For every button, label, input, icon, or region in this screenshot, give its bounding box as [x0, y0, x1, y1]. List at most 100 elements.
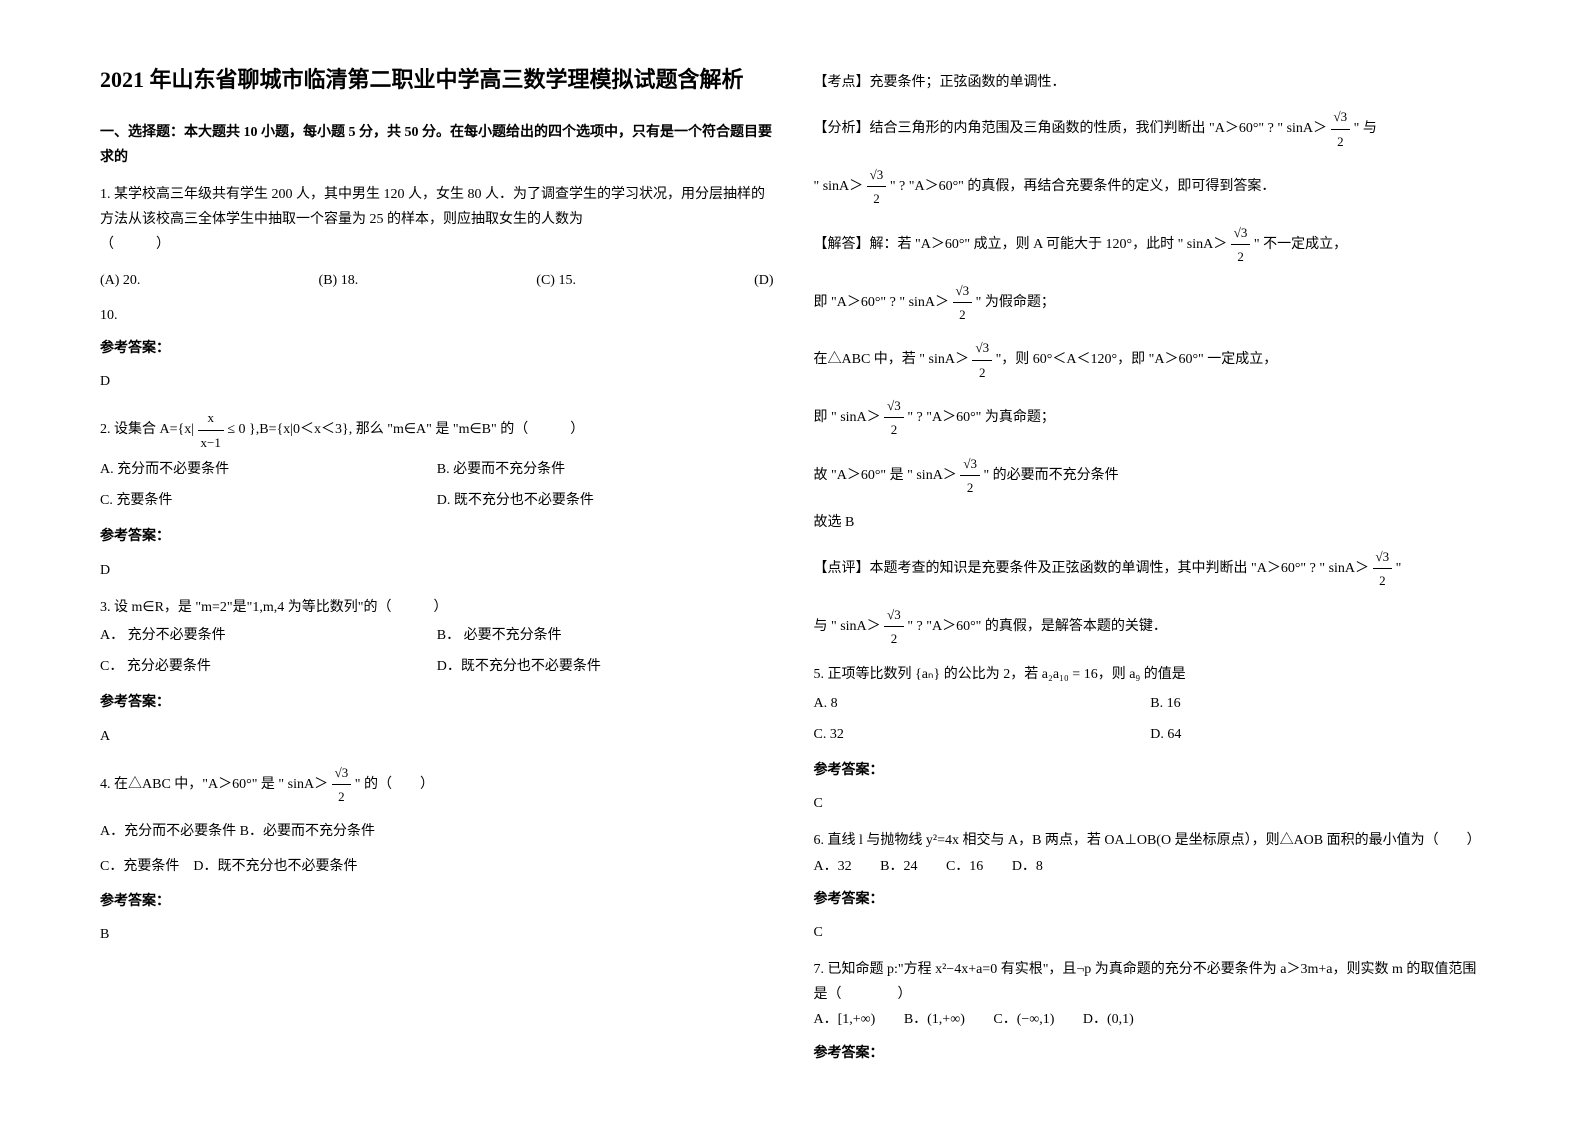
- q6-text: 6. 直线 l 与抛物线 y²=4x 相交与 A，B 两点，若 OA⊥OB(O …: [814, 828, 1488, 853]
- q1-paren: （ ）: [100, 232, 774, 257]
- q1-optB: (B) 18.: [319, 268, 359, 293]
- question-5: 5. 正项等比数列 {aₙ} 的公比为 2，若 a₂a₁₀ = 16，则 a₉ …: [814, 662, 1488, 816]
- l4-post: " 的必要而不充分条件: [983, 468, 1118, 483]
- fenxi: 【分析】结合三角形的内角范围及三角函数的性质，我们判断出 "A＞60°" ? "…: [814, 105, 1488, 153]
- line1: 即 "A＞60°" ? " sinA＞ √3 2 " 为假命题；: [814, 279, 1488, 327]
- section-header: 一、选择题：本大题共 10 小题，每小题 5 分，共 50 分。在每小题给出的四…: [100, 120, 774, 170]
- l3-pre: 即 " sinA＞: [814, 410, 881, 425]
- q5-optB: B. 16: [1150, 691, 1487, 716]
- q4-pre: 4. 在△ABC 中，"A＞60°" 是 " sinA＞: [100, 777, 328, 792]
- q5-options: A. 8 B. 16 C. 32 D. 64: [814, 688, 1488, 750]
- jd-pre: 【解答】解：若 "A＞60°" 成立，则 A 可能大于 120°，此时 " si…: [814, 237, 1228, 252]
- q7-optC: C．(−∞,1): [993, 1012, 1054, 1027]
- q1-ans: D: [100, 369, 774, 394]
- frac-num: √3: [1331, 105, 1351, 129]
- q4-frac: √3 2: [332, 761, 352, 809]
- frac-den: 2: [332, 785, 352, 808]
- question-4: 4. 在△ABC 中，"A＞60°" 是 " sinA＞ √3 2 " 的（ ）…: [100, 761, 774, 948]
- frac-den: x−1: [198, 431, 224, 454]
- frac-num: √3: [1373, 545, 1393, 569]
- dp-frac: √3 2: [1373, 545, 1393, 593]
- q3-ans-label: 参考答案：: [100, 690, 774, 715]
- l1-pre: 即 "A＞60°" ? " sinA＞: [814, 295, 950, 310]
- q6-optA: A．32: [814, 859, 852, 874]
- q5-optD: D. 64: [1150, 722, 1487, 747]
- q7-optD: D．(0,1): [1083, 1012, 1134, 1027]
- q7-text: 7. 已知命题 p:"方程 x²−4x+a=0 有实根"，且¬p 为真命题的充分…: [814, 957, 1488, 1007]
- frac-den: 2: [884, 627, 904, 650]
- q5-ans: C: [814, 791, 1488, 816]
- frac-den: 2: [884, 418, 904, 441]
- dp2-frac: √3 2: [884, 603, 904, 651]
- left-column: 2021 年山东省聊城市临清第二职业中学高三数学理模拟试题含解析 一、选择题：本…: [80, 60, 794, 1062]
- fx2-post: " ? "A＞60°" 的真假，再结合充要条件的定义，即可得到答案．: [890, 179, 1276, 194]
- frac-num: √3: [332, 761, 352, 785]
- l2-frac: √3 2: [972, 336, 992, 384]
- l1-post: " 为假命题；: [976, 295, 1055, 310]
- q5-text: 5. 正项等比数列 {aₙ} 的公比为 2，若 a₂a₁₀ = 16，则 a₉ …: [814, 662, 1488, 687]
- frac-num: √3: [953, 279, 973, 303]
- q1-optD2: 10.: [100, 303, 774, 328]
- q2-mid: ≤ 0 },B={x|0＜x＜3}, 那么 "m∈A" 是 "m∈B" 的（ ）: [227, 422, 584, 437]
- frac-den: 2: [953, 303, 973, 326]
- frac-den: 2: [1373, 569, 1393, 592]
- question-3: 3. 设 m∈R，是 "m=2"是"1,m,4 为等比数列"的（ ） A． 充分…: [100, 595, 774, 749]
- q2-optB: B. 必要而不充分条件: [437, 457, 774, 482]
- fx-frac: √3 2: [1331, 105, 1351, 153]
- dp-pre: 【点评】本题考查的知识是充要条件及正弦函数的单调性，其中判断出 "A＞60°" …: [814, 561, 1370, 576]
- q4-ans-label: 参考答案：: [100, 889, 774, 914]
- frac-num: √3: [884, 603, 904, 627]
- q6-optB: B．24: [880, 859, 917, 874]
- l3-post: " ? "A＞60°" 为真命题；: [907, 410, 1055, 425]
- q2-optD: D. 既不充分也不必要条件: [437, 488, 774, 513]
- fx-post: " 与: [1354, 121, 1377, 136]
- frac-num: √3: [960, 452, 980, 476]
- q7-optB: B．(1,+∞): [904, 1012, 965, 1027]
- fx2-frac: √3 2: [867, 163, 887, 211]
- frac-num: √3: [1231, 221, 1251, 245]
- q2-ans-label: 参考答案：: [100, 524, 774, 549]
- fx2-pre: " sinA＞: [814, 179, 864, 194]
- fx-pre: 【分析】结合三角形的内角范围及三角函数的性质，我们判断出 "A＞60°" ? "…: [814, 121, 1328, 136]
- frac-den: 2: [972, 361, 992, 384]
- q7-ans-label: 参考答案：: [814, 1041, 1488, 1066]
- q3-optC: C． 充分必要条件: [100, 654, 437, 679]
- dp2-pre: 与 " sinA＞: [814, 619, 881, 634]
- dp2-post: " ? "A＞60°" 的真假，是解答本题的关键．: [907, 619, 1167, 634]
- frac-num: √3: [867, 163, 887, 187]
- q1-text: 1. 某学校高三年级共有学生 200 人，其中男生 120 人，女生 80 人．…: [100, 182, 774, 232]
- l2-pre: 在△ABC 中，若 " sinA＞: [814, 352, 969, 367]
- q6-options: A．32 B．24 C．16 D．8: [814, 854, 1488, 879]
- l1-frac: √3 2: [953, 279, 973, 327]
- right-column: 【考点】充要条件；正弦函数的单调性． 【分析】结合三角形的内角范围及三角函数的性…: [794, 60, 1508, 1062]
- fenxi2: " sinA＞ √3 2 " ? "A＞60°" 的真假，再结合充要条件的定义，…: [814, 163, 1488, 211]
- q5-ans-label: 参考答案：: [814, 758, 1488, 783]
- q7-optA: A．[1,+∞): [814, 1012, 876, 1027]
- q2-text: 2. 设集合 A={x| x x−1 ≤ 0 },B={x|0＜x＜3}, 那么…: [100, 406, 774, 454]
- q3-optB: B． 必要不充分条件: [437, 623, 774, 648]
- q1-optD: (D): [754, 268, 773, 293]
- frac-num: √3: [884, 394, 904, 418]
- q3-ans: A: [100, 724, 774, 749]
- frac-den: 2: [1331, 130, 1351, 153]
- q5-optA: A. 8: [814, 691, 1151, 716]
- q2-ans: D: [100, 558, 774, 583]
- q1-options: (A) 20. (B) 18. (C) 15. (D): [100, 268, 774, 293]
- question-6: 6. 直线 l 与抛物线 y²=4x 相交与 A，B 两点，若 OA⊥OB(O …: [814, 828, 1488, 945]
- q5-optC: C. 32: [814, 722, 1151, 747]
- q1-optC: (C) 15.: [536, 268, 576, 293]
- q6-optD: D．8: [1012, 859, 1043, 874]
- l3-frac: √3 2: [884, 394, 904, 442]
- q2-optA: A. 充分而不必要条件: [100, 457, 437, 482]
- q6-optC: C．16: [946, 859, 983, 874]
- q4-optsCD: C．充要条件 D．既不充分也不必要条件: [100, 854, 774, 879]
- question-7: 7. 已知命题 p:"方程 x²−4x+a=0 有实根"，且¬p 为真命题的充分…: [814, 957, 1488, 1066]
- line2: 在△ABC 中，若 " sinA＞ √3 2 "，则 60°＜A＜120°，即 …: [814, 336, 1488, 384]
- q3-optD: D．既不充分也不必要条件: [437, 654, 774, 679]
- frac-den: 2: [960, 476, 980, 499]
- jd-frac: √3 2: [1231, 221, 1251, 269]
- q6-ans: C: [814, 920, 1488, 945]
- frac-num: √3: [972, 336, 992, 360]
- q4-text: 4. 在△ABC 中，"A＞60°" 是 " sinA＞ √3 2 " 的（ ）: [100, 761, 774, 809]
- q7-options: A．[1,+∞) B．(1,+∞) C．(−∞,1) D．(0,1): [814, 1007, 1488, 1032]
